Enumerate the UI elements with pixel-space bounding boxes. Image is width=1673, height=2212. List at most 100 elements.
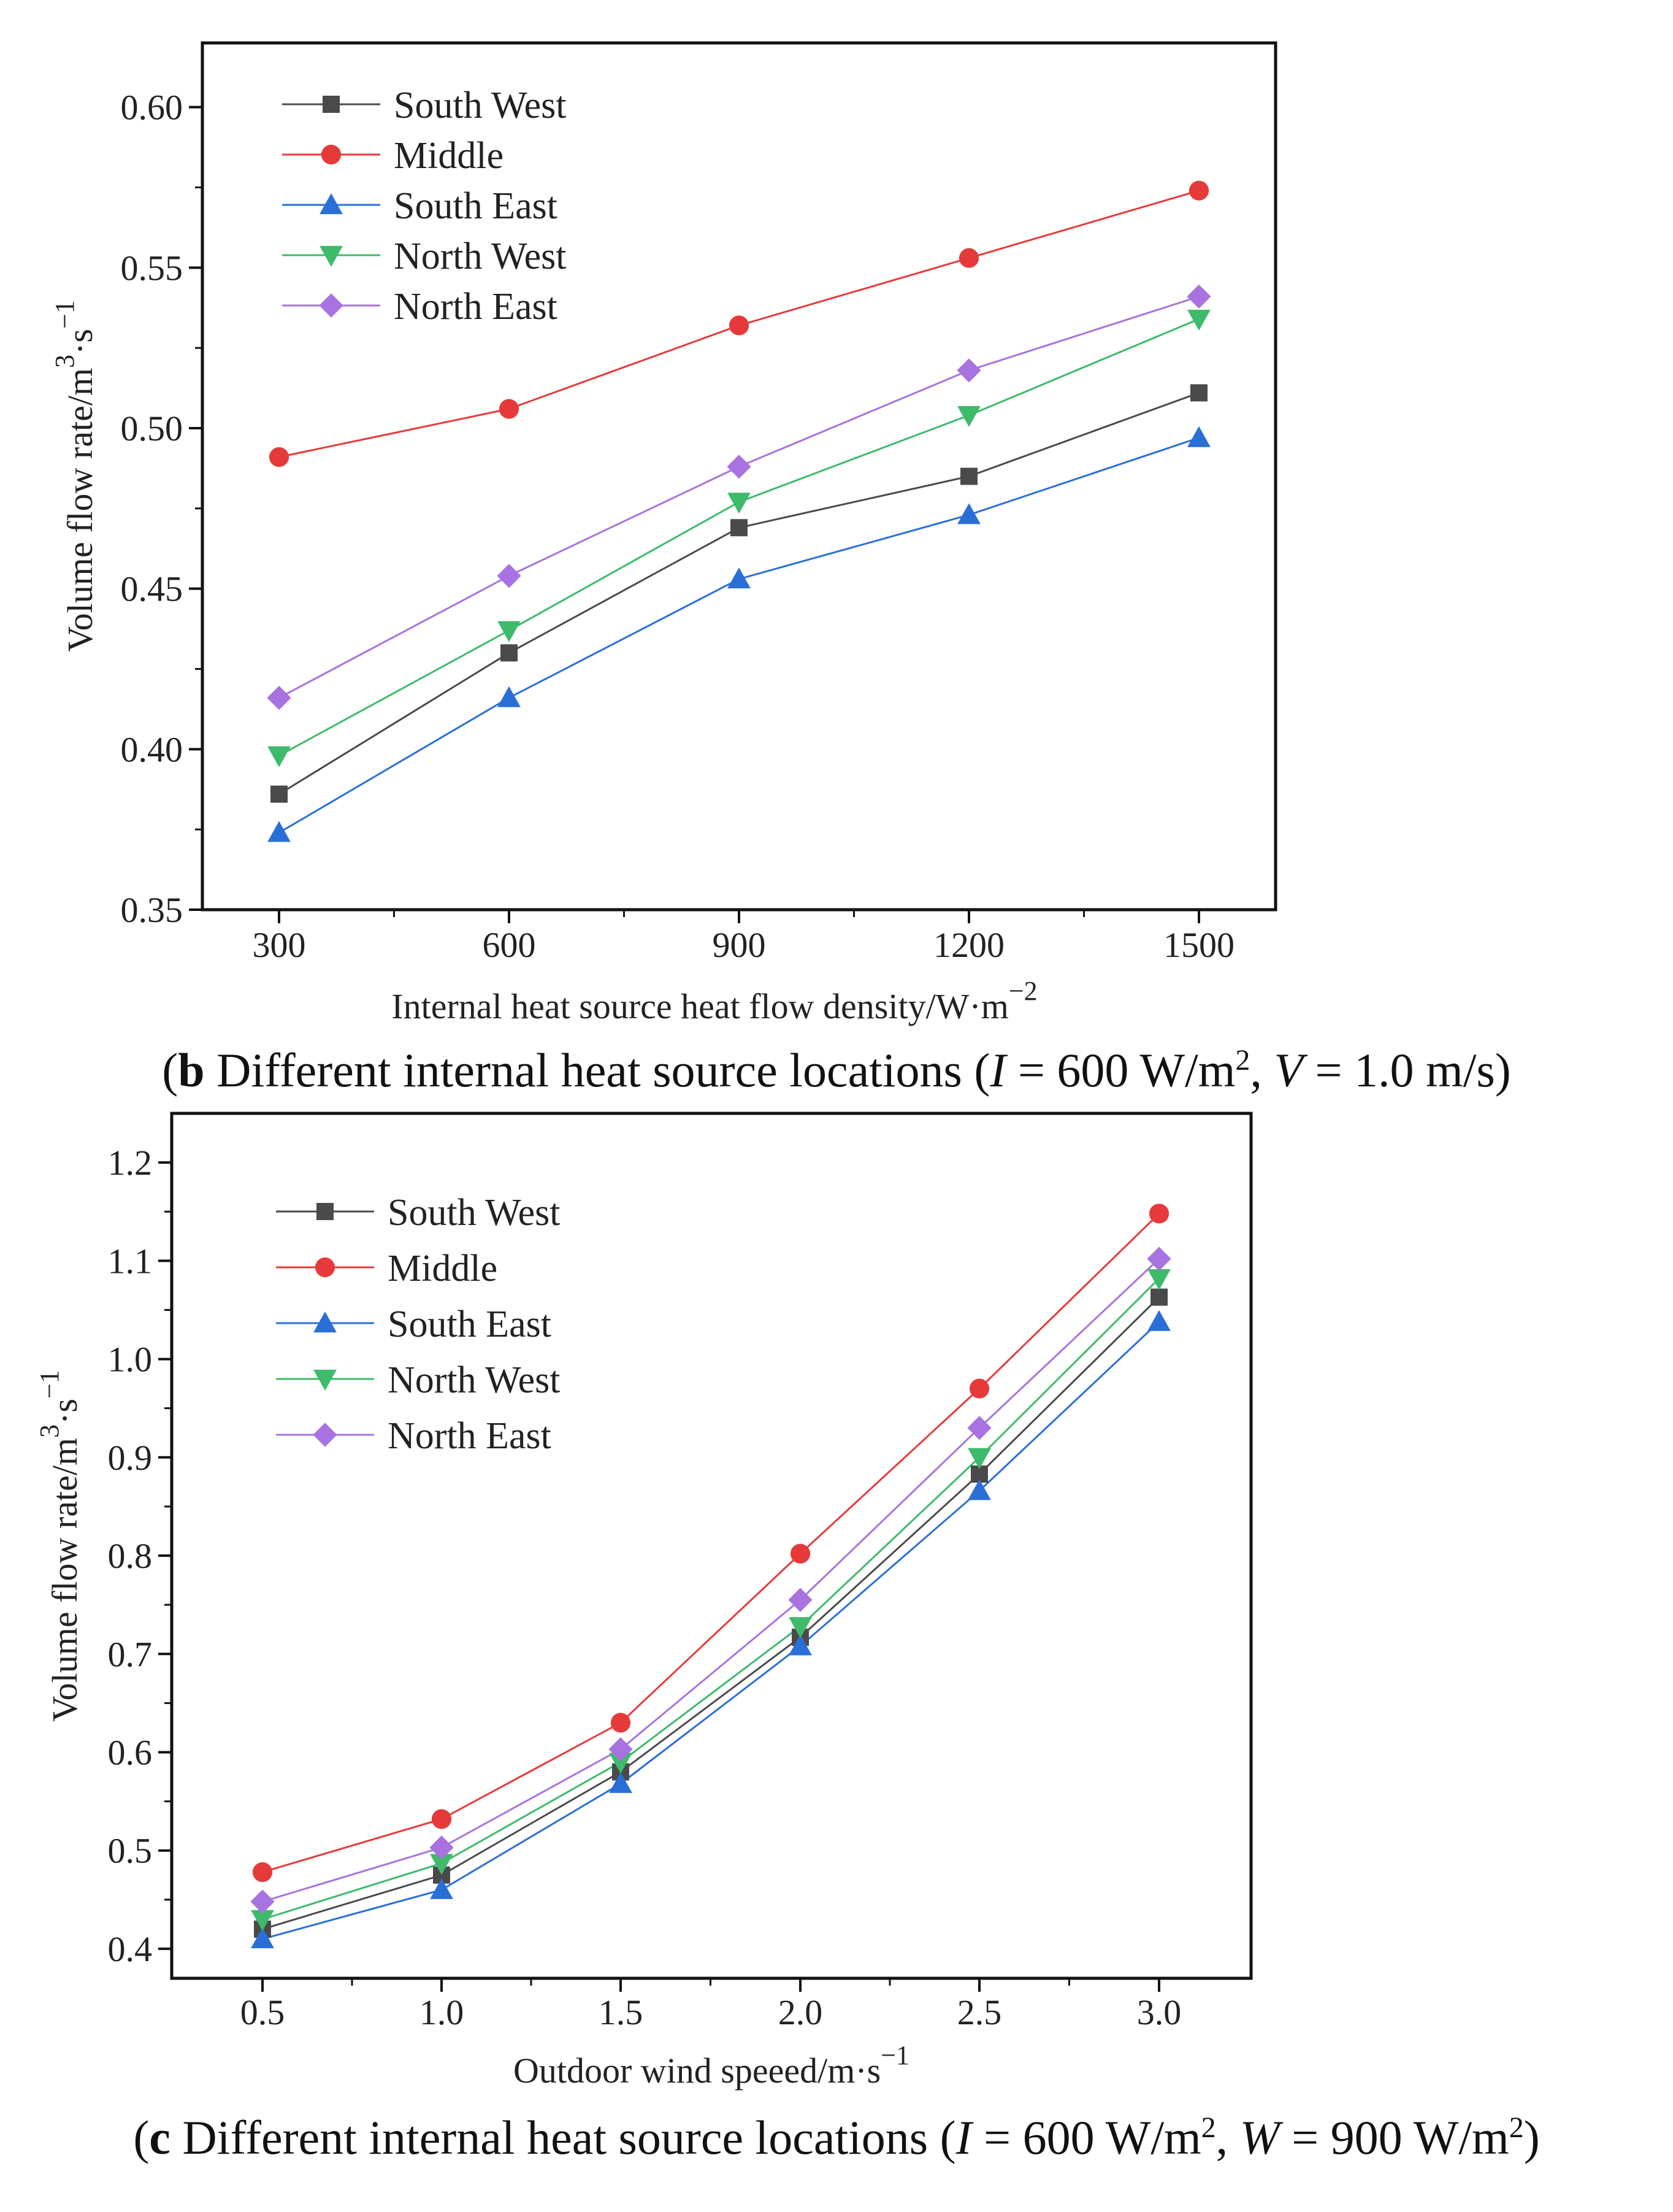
legend-label: Middle: [388, 1248, 497, 1289]
data-point-south-east: [957, 503, 981, 524]
series-line-south-west: [278, 392, 1200, 795]
data-point-north-west: [1147, 1269, 1171, 1291]
legend-label: Middle: [394, 135, 503, 177]
x-tick-label: 1.5: [599, 1992, 643, 2032]
y-tick-label: 0.4: [108, 1929, 153, 1969]
legend-marker: [321, 144, 342, 165]
x-tick-label: 1200: [933, 925, 1005, 965]
legend-label: North West: [388, 1359, 560, 1401]
data-point-north-east: [1147, 1246, 1171, 1271]
legend-marker: [313, 1311, 337, 1333]
legend-label: South East: [394, 185, 557, 227]
caption-c: (c Different internal heat source locati…: [133, 2111, 1540, 2164]
x-tick-label: 600: [483, 925, 536, 965]
data-point-middle: [252, 1862, 273, 1883]
legend-marker: [313, 1369, 337, 1391]
legend-label: South West: [388, 1192, 561, 1234]
data-point-north-east: [957, 358, 981, 383]
data-point-middle: [959, 248, 979, 268]
x-tick-label: 1.0: [419, 1992, 464, 2032]
data-point-north-east: [967, 1416, 992, 1440]
legend-marker: [320, 245, 343, 267]
series-line-middle: [262, 1213, 1160, 1873]
y-tick-label: 0.6: [108, 1732, 153, 1772]
x-tick-label: 900: [713, 925, 766, 965]
data-point-north-west: [789, 1617, 812, 1638]
data-point-north-west: [497, 621, 521, 642]
chart-b-y-axis-title: Volume flow rate/m3·s−1: [50, 300, 100, 652]
data-point-north-east: [250, 1889, 275, 1914]
x-tick-label: 3.0: [1137, 1992, 1182, 2032]
data-point-south-west: [1190, 384, 1208, 402]
data-point-north-west: [430, 1854, 453, 1875]
series-line-south-west: [262, 1296, 1160, 1930]
data-point-south-west: [960, 467, 978, 485]
data-point-south-east: [267, 821, 291, 842]
x-tick-label: 300: [253, 925, 306, 965]
caption-b: (b Different internal heat source locati…: [162, 1043, 1511, 1097]
chart-b-x-axis-title: Internal heat source heat flow density/W…: [391, 976, 1037, 1026]
y-tick-label: 1.0: [108, 1340, 153, 1380]
data-point-middle: [499, 399, 519, 419]
data-point-south-east: [497, 686, 521, 707]
chart-c-y-axis-title: Volume flow rate/m3·s−1: [34, 1370, 85, 1722]
chart-c-frame: [170, 1112, 1253, 1980]
data-point-north-west: [968, 1448, 991, 1469]
data-point-south-east: [727, 567, 751, 589]
legend-marker: [315, 1257, 335, 1278]
data-point-south-east: [968, 1479, 991, 1500]
x-tick-label: 0.5: [240, 1992, 285, 2032]
legend-label: South West: [394, 85, 567, 126]
data-point-north-east: [608, 1737, 633, 1762]
data-point-south-west: [730, 519, 748, 537]
data-point-north-west: [609, 1753, 632, 1774]
data-point-south-west: [270, 785, 288, 803]
data-point-middle: [969, 1378, 990, 1399]
series-line-north-west: [278, 318, 1200, 757]
chart-c-x-axis-title: Outdoor wind speeed/m·s−1: [513, 2040, 909, 2091]
data-point-north-west: [251, 1910, 274, 1931]
y-tick-label: 0.35: [121, 890, 183, 930]
data-point-south-east: [430, 1878, 453, 1899]
x-tick-label: 2.5: [957, 1992, 1002, 2032]
legend-label: South East: [388, 1304, 551, 1345]
data-point-middle: [610, 1713, 631, 1733]
legend-marker: [319, 293, 343, 318]
legend-marker: [313, 1423, 337, 1447]
y-tick-label: 0.50: [121, 409, 183, 448]
y-tick-label: 0.7: [108, 1634, 153, 1674]
data-point-south-west: [1150, 1288, 1168, 1306]
data-point-middle: [269, 447, 289, 467]
y-tick-label: 0.9: [108, 1438, 153, 1478]
data-point-south-east: [789, 1634, 812, 1656]
y-tick-label: 1.2: [108, 1143, 153, 1183]
series-line-north-east: [262, 1258, 1160, 1903]
x-tick-label: 1500: [1163, 925, 1235, 965]
chart-b: 0.35 0.40 0.45 0.50 0.55 0.60 300 600 900 1200 150…: [50, 41, 1277, 1026]
y-tick-label: 0.8: [108, 1536, 153, 1576]
legend-marker: [323, 96, 340, 113]
legend-label: North East: [394, 286, 557, 328]
legend-marker: [320, 193, 343, 215]
legend-label: North West: [394, 236, 566, 277]
data-point-middle: [790, 1543, 811, 1564]
series-line-north-west: [262, 1278, 1160, 1921]
data-point-north-east: [727, 455, 751, 479]
data-point-south-east: [1187, 426, 1211, 447]
data-point-south-east: [251, 1927, 274, 1949]
data-point-middle: [729, 315, 749, 336]
y-tick-label: 1.1: [108, 1241, 153, 1281]
data-point-south-west: [500, 644, 518, 662]
data-point-middle: [1189, 180, 1209, 201]
series-line-south-east: [262, 1321, 1160, 1940]
y-tick-label: 0.45: [121, 569, 183, 609]
data-point-north-east: [267, 686, 291, 710]
data-point-north-west: [957, 405, 981, 427]
legend-marker: [316, 1203, 334, 1220]
y-tick-label: 0.5: [108, 1831, 153, 1871]
chart-c: 0.4 0.5 0.6 0.7 0.8 0.9 1.0 1.1 1.2 0.5 1.0 1.5 2.0 2…: [34, 1112, 1253, 2091]
data-point-middle: [431, 1809, 452, 1829]
data-point-north-west: [267, 746, 291, 767]
legend-label: North East: [388, 1415, 551, 1457]
